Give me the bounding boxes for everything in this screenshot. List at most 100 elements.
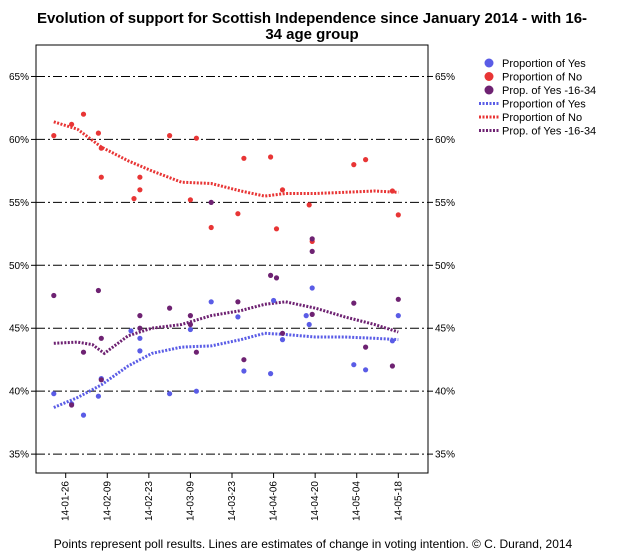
- x-tick-label: 14-04-20: [310, 481, 321, 521]
- point-yes1634: [98, 335, 104, 341]
- point-no: [241, 155, 247, 161]
- point-yes1634: [279, 330, 286, 336]
- trend-line-yes: [53, 331, 399, 409]
- point-yes: [95, 393, 101, 399]
- point-yes1634: [235, 299, 241, 305]
- point-yes1634: [167, 305, 173, 311]
- point-no: [208, 224, 214, 231]
- point-yes: [137, 335, 143, 341]
- point-no: [98, 174, 104, 180]
- point-yes: [303, 313, 309, 319]
- point-yes: [193, 388, 199, 394]
- point-yes: [395, 313, 401, 319]
- point-yes: [279, 337, 286, 343]
- point-no: [80, 111, 87, 117]
- point-yes: [80, 412, 87, 418]
- point-yes1634: [241, 357, 247, 363]
- legend-label: Prop. of Yes -16-34: [502, 85, 596, 97]
- point-yes: [208, 299, 214, 305]
- y-tick-label-right: 45%: [435, 324, 455, 335]
- point-no: [268, 154, 274, 160]
- point-yes1634: [395, 296, 401, 302]
- point-no: [137, 187, 143, 193]
- y-tick-label-right: 65%: [435, 72, 455, 83]
- trend-line-no: [53, 120, 399, 198]
- legend-label: Prop. of Yes -16-34: [502, 126, 596, 138]
- point-yes1634: [187, 313, 193, 319]
- point-no: [51, 133, 57, 139]
- y-tick-label-left: 60%: [9, 135, 29, 146]
- point-no: [395, 212, 401, 218]
- point-no: [273, 226, 280, 232]
- point-no: [235, 211, 241, 217]
- point-yes: [241, 368, 247, 374]
- point-no: [137, 174, 143, 180]
- point-yes1634: [69, 402, 75, 408]
- legend-label: Proportion of No: [502, 72, 582, 84]
- chart-caption: Points represent poll results. Lines are…: [54, 537, 573, 551]
- x-tick-label: 14-02-09: [102, 481, 113, 521]
- point-yes1634: [309, 236, 315, 242]
- point-yes1634: [268, 272, 274, 278]
- trend-line-yes1634: [53, 300, 399, 356]
- chart-title-line2: 34 age group: [265, 26, 358, 43]
- point-yes1634: [80, 349, 87, 355]
- point-no: [167, 133, 173, 139]
- x-tick-label: 14-03-09: [185, 481, 196, 521]
- point-yes: [167, 391, 173, 397]
- point-yes: [51, 391, 57, 397]
- point-no: [95, 130, 101, 136]
- point-yes1634: [51, 292, 57, 299]
- point-yes1634: [95, 287, 101, 294]
- point-no: [193, 135, 199, 141]
- point-yes1634: [389, 363, 395, 369]
- legend-marker-no: [484, 72, 494, 81]
- x-axis: 14-01-26 14-02-09 14-02-23 14-03-09 14-03-23…: [61, 473, 404, 521]
- point-yes1634: [309, 248, 315, 254]
- trend-lines: [53, 120, 399, 409]
- x-tick-label: 14-05-04: [352, 481, 363, 521]
- point-yes: [235, 314, 241, 320]
- x-tick-label: 14-02-23: [144, 481, 155, 521]
- point-yes1634: [363, 344, 369, 350]
- point-yes1634: [309, 311, 315, 317]
- legend-marker-yes: [484, 58, 494, 68]
- x-tick-label: 14-05-18: [393, 481, 404, 521]
- point-yes1634: [351, 300, 357, 306]
- y-axis-right: 35% 40% 45% 50% 55% 60% 65%: [428, 72, 455, 461]
- y-tick-label-left: 55%: [9, 198, 29, 209]
- y-tick-label-right: 60%: [435, 135, 455, 146]
- y-tick-label-left: 35%: [9, 450, 29, 461]
- y-axis-left: 35% 40% 45% 50% 55% 60% 65%: [9, 72, 36, 461]
- gridlines: [36, 75, 428, 455]
- legend-marker-yes1634: [484, 85, 494, 95]
- legend-label: Proportion of Yes: [502, 99, 586, 111]
- y-tick-label-left: 45%: [9, 324, 29, 335]
- point-no: [131, 196, 137, 202]
- chart-title-line1: Evolution of support for Scottish Indepe…: [37, 10, 587, 27]
- point-yes: [128, 328, 134, 334]
- plot-frame: [35, 44, 429, 474]
- point-yes1634: [137, 313, 143, 319]
- point-no: [306, 202, 312, 208]
- point-yes: [137, 348, 143, 354]
- point-no: [187, 197, 193, 203]
- point-yes: [271, 297, 277, 304]
- y-tick-label-right: 35%: [435, 450, 455, 461]
- y-tick-label-right: 50%: [435, 261, 455, 272]
- point-yes1634: [98, 377, 104, 383]
- y-tick-label-left: 50%: [9, 261, 29, 272]
- legend-label: Proportion of Yes: [502, 58, 586, 70]
- x-tick-label: 14-01-26: [61, 481, 72, 521]
- point-no: [351, 162, 357, 168]
- point-yes: [363, 367, 369, 373]
- point-yes1634: [137, 325, 143, 331]
- point-yes1634: [273, 275, 280, 281]
- x-tick-label: 14-03-23: [227, 481, 238, 521]
- point-yes: [351, 362, 357, 368]
- legend-label: Proportion of No: [502, 112, 582, 124]
- point-yes1634: [187, 321, 193, 328]
- point-no: [389, 188, 395, 194]
- y-tick-label-right: 55%: [435, 198, 455, 209]
